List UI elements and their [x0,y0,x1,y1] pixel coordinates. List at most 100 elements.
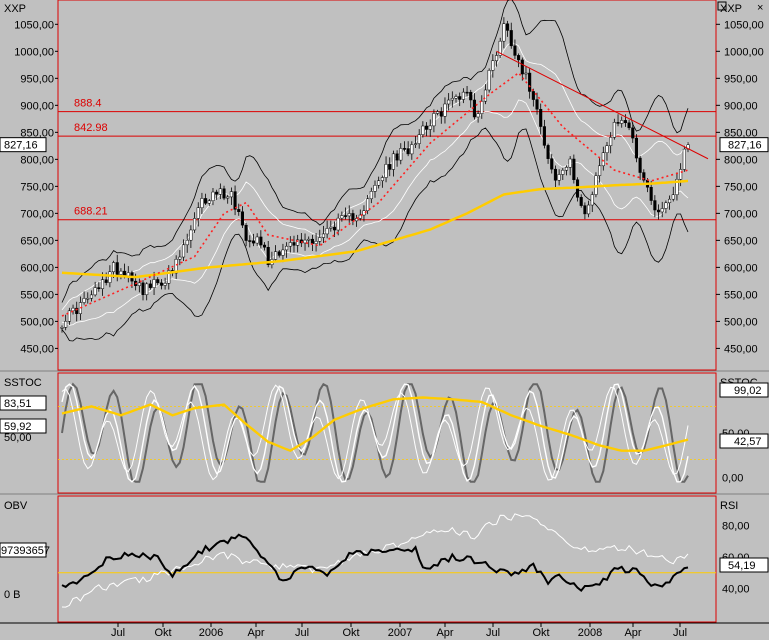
price-tick-label-left: 700,00 [20,208,54,220]
sstoc-label-left: SSTOC [4,377,42,389]
candle-body [237,209,241,212]
candle-body [156,279,160,284]
price-tick-label-right: 850,00 [724,127,758,139]
candle-body [148,283,152,288]
time-axis-label: Jul [295,627,309,639]
candle-body [123,270,127,277]
candle-body [248,240,252,242]
candle-body [450,98,454,101]
time-axis-label: Okt [532,627,549,639]
right-tag: XXP [720,3,742,15]
candle-body [605,145,609,153]
candle-body [399,148,403,161]
candle-body [373,185,377,192]
sstoc-label-right: SSTOC [720,377,758,389]
candle-body [502,23,506,42]
candle-body [664,202,668,209]
candle-body [321,233,325,238]
price-tick-label-right: 450,00 [724,343,758,355]
candle-body [469,91,473,101]
candle-body [384,164,388,178]
candle-body [204,198,208,204]
rsi-badge [719,557,769,573]
price-tick-label-left: 600,00 [20,262,54,274]
sstoc-slow-line [61,383,689,483]
candle-body [240,211,244,226]
price-tick-label-right: 1000,00 [724,46,764,58]
trendline [496,50,709,160]
candle-body [255,236,259,244]
candle-body [528,72,532,92]
candle-body [642,172,646,181]
rsi-badge-text: 54,19 [728,560,756,572]
candle-body [413,143,418,145]
candle-body [355,218,359,222]
candle-body [542,126,546,146]
candle-body [377,180,381,186]
price-tick-label-left: 1000,00 [14,46,54,58]
candle-body [343,215,348,217]
sstoc-fast-line [61,382,689,483]
obv-label: OBV [4,500,28,512]
candle-body [583,205,587,215]
candle-body [292,242,296,246]
price-tick-label-right: 950,00 [724,73,758,85]
candle-body [391,153,395,170]
candle-body [86,297,90,300]
candle-body [476,113,480,118]
candle-body [443,103,447,117]
price-tick-label-right: 800,00 [724,154,758,166]
candle-body [668,198,672,204]
rsi-tick-label: 40,00 [722,584,750,596]
header-close: C:827.16 [429,1,475,13]
candle-body [332,226,337,231]
candle-body [410,144,414,155]
candle-body [112,262,116,272]
time-axis-label: Apr [436,627,453,639]
header-high: H:828.27 [336,1,381,13]
price-tick-label-left: 550,00 [20,289,54,301]
candle-body [196,207,200,219]
candle-body [436,111,440,114]
bollinger-upper [61,0,689,303]
candle-body [259,236,263,246]
price-tick-label-right: 900,00 [724,100,758,112]
candle-body [362,210,366,216]
candle-body [318,237,322,242]
candle-body [388,164,392,170]
envelope-upper [61,42,689,311]
candle-body [329,226,333,229]
candle-body [546,145,550,159]
sstoc-badge-left-2 [0,418,47,434]
candle-body [71,307,75,312]
source-url-row: © www.tradesignalonline.com [60,16,204,29]
box-icon [60,0,71,11]
candle-body [494,55,499,61]
candle-body [215,191,219,195]
candle-body [89,294,94,299]
box-icon [717,1,727,11]
price-panel [57,0,717,371]
sstoc-badge-right-2 [719,433,769,449]
price-tick-label-left: 900,00 [20,100,54,112]
bollinger-lower [61,127,689,342]
candle-body [174,258,178,274]
candle-body [520,59,524,75]
candle-body [638,157,642,173]
candle-body [104,279,108,283]
candle-body [675,179,679,195]
time-axis-label: Apr [247,627,264,639]
obv-zero-label: 0 B [4,589,21,601]
candle-body [439,111,443,117]
candle-body [612,122,616,138]
rsi-tick-label: 60,00 [722,552,750,564]
candle-body [671,194,675,200]
candle-body [553,168,557,181]
candle-body [277,251,281,256]
candle-body [211,191,215,201]
sstoc-tick-label: 100,00 [722,384,756,396]
candle-body [60,327,64,329]
candle-body [159,282,163,286]
candle-body [64,321,68,328]
